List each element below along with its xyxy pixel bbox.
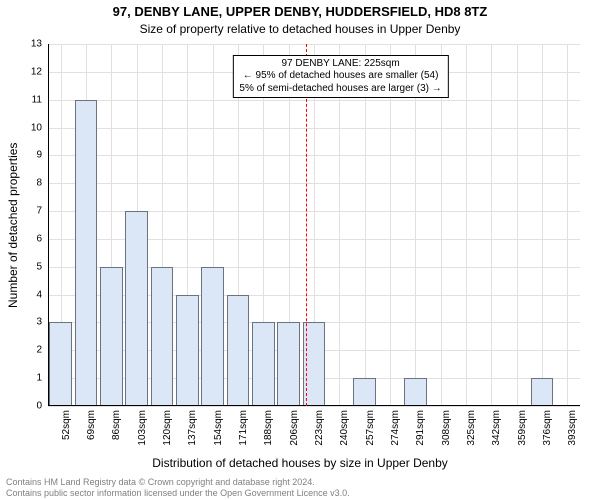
y-tick-label: 3	[36, 317, 42, 328]
x-tick-label: 325sqm	[466, 410, 477, 446]
x-tick-label: 120sqm	[162, 410, 173, 446]
x-axis-label: Distribution of detached houses by size …	[0, 456, 600, 470]
histogram-bar	[201, 267, 224, 406]
y-tick-label: 4	[36, 289, 42, 300]
x-tick-label: 376sqm	[542, 410, 553, 446]
x-tick-label: 274sqm	[390, 410, 401, 446]
x-tick-label: 308sqm	[441, 410, 452, 446]
x-tick-label: 171sqm	[238, 410, 249, 446]
y-tick-label: 12	[31, 66, 42, 77]
histogram-bar	[49, 322, 72, 406]
x-tick-label: 52sqm	[61, 410, 72, 440]
x-tick-label: 393sqm	[567, 410, 578, 446]
y-tick-label: 0	[36, 401, 42, 412]
annotation-box: 97 DENBY LANE: 225sqm← 95% of detached h…	[232, 55, 448, 99]
y-tick-label: 6	[36, 233, 42, 244]
x-tick-label: 223sqm	[314, 410, 325, 446]
annotation-line: ← 95% of detached houses are smaller (54…	[239, 70, 441, 83]
chart-container: 97, DENBY LANE, UPPER DENBY, HUDDERSFIEL…	[0, 0, 600, 500]
histogram-bar	[227, 295, 250, 406]
y-tick-label: 13	[31, 39, 42, 50]
x-tick-label: 86sqm	[111, 410, 122, 440]
x-axis-line	[48, 405, 580, 406]
histogram-bar	[125, 211, 148, 406]
x-tick-label: 188sqm	[263, 410, 274, 446]
histogram-bar	[531, 378, 554, 406]
gridline-vertical	[466, 44, 467, 406]
attribution-footer: Contains HM Land Registry data © Crown c…	[6, 477, 350, 498]
histogram-bar	[277, 322, 300, 406]
y-tick-label: 11	[32, 94, 42, 105]
x-tick-label: 240sqm	[339, 410, 350, 446]
chart-title: 97, DENBY LANE, UPPER DENBY, HUDDERSFIEL…	[0, 4, 600, 19]
plot-area: 01234567891011121352sqm69sqm86sqm103sqm1…	[48, 44, 580, 406]
x-tick-label: 342sqm	[491, 410, 502, 446]
annotation-line: 5% of semi-detached houses are larger (3…	[239, 83, 441, 96]
gridline-vertical	[491, 44, 492, 406]
gridline-vertical	[517, 44, 518, 406]
x-tick-label: 154sqm	[213, 410, 224, 446]
x-tick-label: 69sqm	[86, 410, 97, 440]
footer-line-2: Contains public sector information licen…	[6, 488, 350, 498]
y-tick-label: 1	[36, 373, 42, 384]
x-tick-label: 291sqm	[415, 410, 426, 446]
y-tick-label: 8	[36, 178, 42, 189]
gridline-vertical	[567, 44, 568, 406]
gridline-horizontal	[48, 406, 580, 407]
y-tick-label: 5	[36, 261, 42, 272]
x-tick-label: 257sqm	[365, 410, 376, 446]
histogram-bar	[252, 322, 275, 406]
histogram-bar	[353, 378, 376, 406]
y-tick-label: 10	[31, 122, 42, 133]
y-tick-label: 2	[36, 345, 42, 356]
histogram-bar	[176, 295, 199, 406]
histogram-bar	[75, 100, 98, 406]
gridline-vertical	[542, 44, 543, 406]
y-tick-label: 9	[36, 150, 42, 161]
x-tick-label: 103sqm	[137, 410, 148, 446]
x-tick-label: 359sqm	[517, 410, 528, 446]
histogram-bar	[404, 378, 427, 406]
x-tick-label: 137sqm	[187, 410, 198, 446]
chart-subtitle: Size of property relative to detached ho…	[0, 22, 600, 36]
x-tick-label: 206sqm	[289, 410, 300, 446]
histogram-bar	[151, 267, 174, 406]
annotation-line: 97 DENBY LANE: 225sqm	[239, 58, 441, 71]
y-axis-label: Number of detached properties	[6, 142, 20, 307]
histogram-bar	[100, 267, 123, 406]
footer-line-1: Contains HM Land Registry data © Crown c…	[6, 477, 350, 487]
y-axis-line	[48, 44, 49, 406]
y-tick-label: 7	[36, 206, 42, 217]
